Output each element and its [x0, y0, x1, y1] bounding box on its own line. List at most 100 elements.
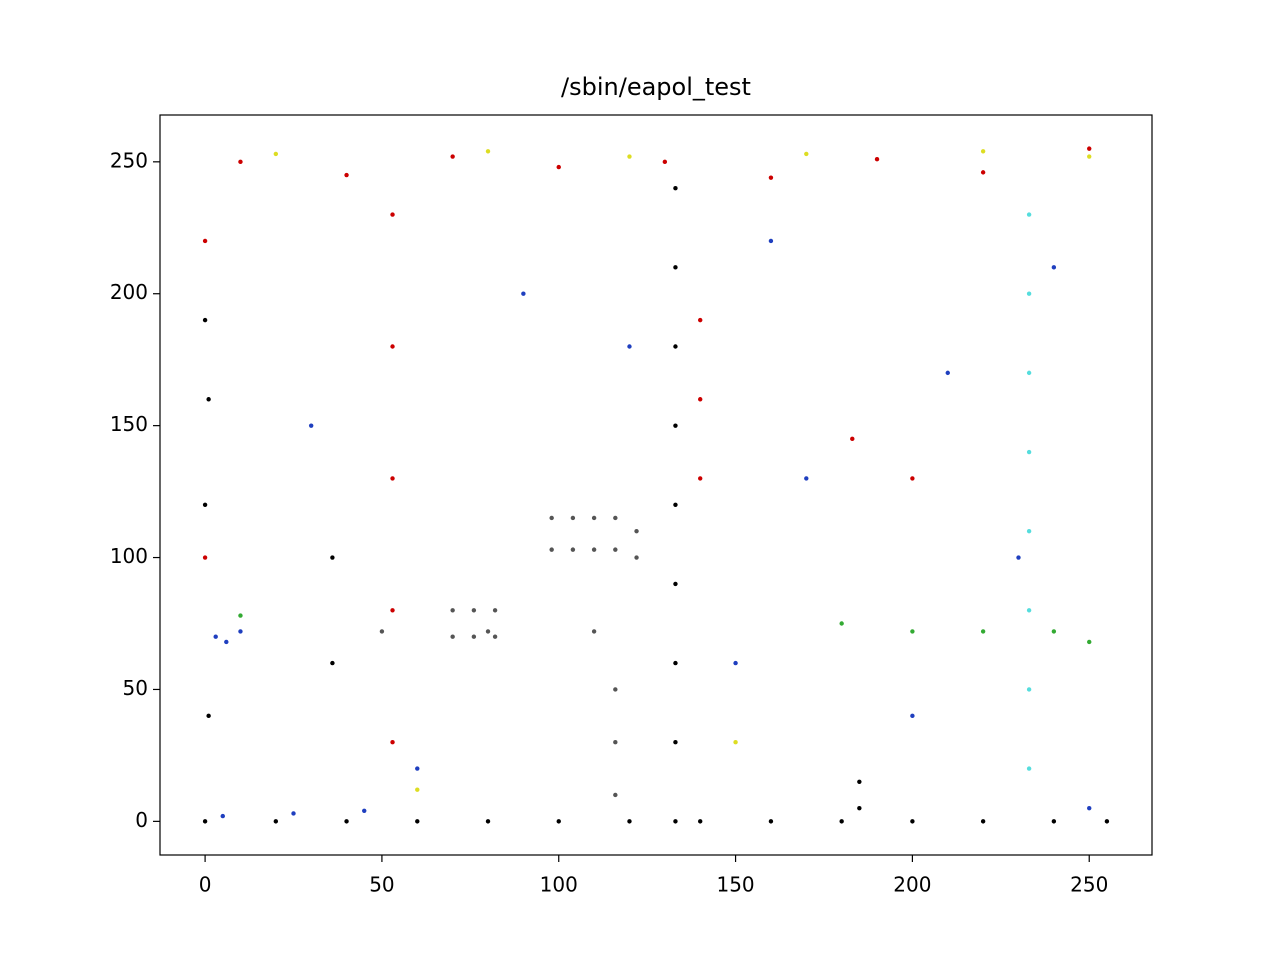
- point: [202, 819, 208, 824]
- point: [839, 621, 844, 626]
- point: [1016, 555, 1021, 560]
- point: [273, 819, 279, 824]
- x-tick-label: 50: [369, 873, 394, 897]
- point: [238, 629, 243, 634]
- point: [238, 613, 243, 618]
- point: [1087, 639, 1092, 645]
- point: [850, 436, 855, 442]
- x-tick-label: 200: [893, 873, 931, 897]
- point: [910, 629, 915, 634]
- point: [591, 629, 597, 634]
- point: [857, 805, 862, 811]
- point: [673, 265, 678, 270]
- point: [308, 423, 314, 428]
- point: [857, 779, 862, 784]
- point: [379, 629, 385, 634]
- x-tick-label: 100: [540, 873, 578, 897]
- point: [291, 811, 296, 816]
- point: [613, 687, 618, 692]
- y-tick-label: 150: [110, 412, 148, 436]
- point: [485, 149, 491, 154]
- point: [673, 660, 678, 666]
- point: [768, 238, 774, 244]
- point: [980, 149, 986, 154]
- point: [224, 639, 229, 645]
- y-tick-label: 200: [110, 280, 148, 304]
- point: [804, 476, 809, 481]
- point: [220, 813, 225, 819]
- point: [673, 423, 678, 428]
- point: [673, 186, 678, 191]
- point: [698, 317, 703, 323]
- point: [570, 515, 576, 521]
- point: [634, 528, 639, 534]
- point: [344, 172, 349, 178]
- y-tick-label: 0: [135, 808, 148, 832]
- point: [1026, 608, 1032, 613]
- point: [1026, 449, 1032, 455]
- point: [733, 740, 738, 745]
- point: [613, 515, 618, 521]
- point: [202, 317, 208, 323]
- point: [627, 344, 632, 349]
- point: [1026, 528, 1032, 534]
- point: [945, 370, 950, 376]
- point: [627, 819, 632, 824]
- point: [980, 170, 986, 175]
- point: [206, 713, 211, 719]
- point: [390, 212, 395, 217]
- point: [1051, 629, 1057, 634]
- y-tick-label: 100: [110, 544, 148, 568]
- point: [415, 819, 420, 824]
- x-tick-label: 250: [1070, 873, 1108, 897]
- point: [768, 819, 774, 824]
- point: [980, 819, 986, 824]
- point: [980, 629, 986, 634]
- point: [1026, 687, 1032, 692]
- point: [273, 151, 279, 157]
- point: [213, 634, 218, 639]
- y-tick-label: 50: [123, 676, 148, 700]
- point: [662, 159, 668, 165]
- point: [202, 238, 208, 244]
- point: [492, 608, 498, 613]
- point: [804, 151, 809, 157]
- point: [521, 291, 526, 296]
- point: [330, 555, 335, 560]
- point: [673, 344, 678, 349]
- point: [202, 555, 208, 560]
- point: [556, 819, 561, 824]
- point: [698, 397, 703, 402]
- point: [450, 154, 455, 159]
- chart-title: /sbin/eapol_test: [561, 73, 751, 101]
- point: [613, 792, 618, 798]
- point: [910, 819, 915, 824]
- point: [1087, 146, 1092, 151]
- y-tick-label: 250: [110, 148, 148, 172]
- point: [492, 634, 498, 639]
- point: [390, 344, 395, 349]
- point: [330, 660, 335, 666]
- point: [613, 740, 618, 745]
- point: [415, 766, 420, 771]
- point: [450, 634, 455, 639]
- point: [591, 515, 597, 521]
- point: [390, 740, 395, 745]
- point: [202, 502, 208, 507]
- point: [549, 547, 554, 552]
- point: [238, 159, 243, 165]
- point: [591, 547, 597, 552]
- point: [556, 164, 561, 170]
- point: [415, 787, 420, 792]
- point: [1026, 370, 1032, 376]
- point: [910, 713, 915, 719]
- point: [390, 476, 395, 481]
- point: [673, 581, 678, 587]
- point: [874, 156, 880, 162]
- point: [733, 660, 738, 666]
- point: [471, 608, 477, 613]
- point: [362, 808, 367, 814]
- x-tick-label: 150: [716, 873, 754, 897]
- point: [390, 608, 395, 613]
